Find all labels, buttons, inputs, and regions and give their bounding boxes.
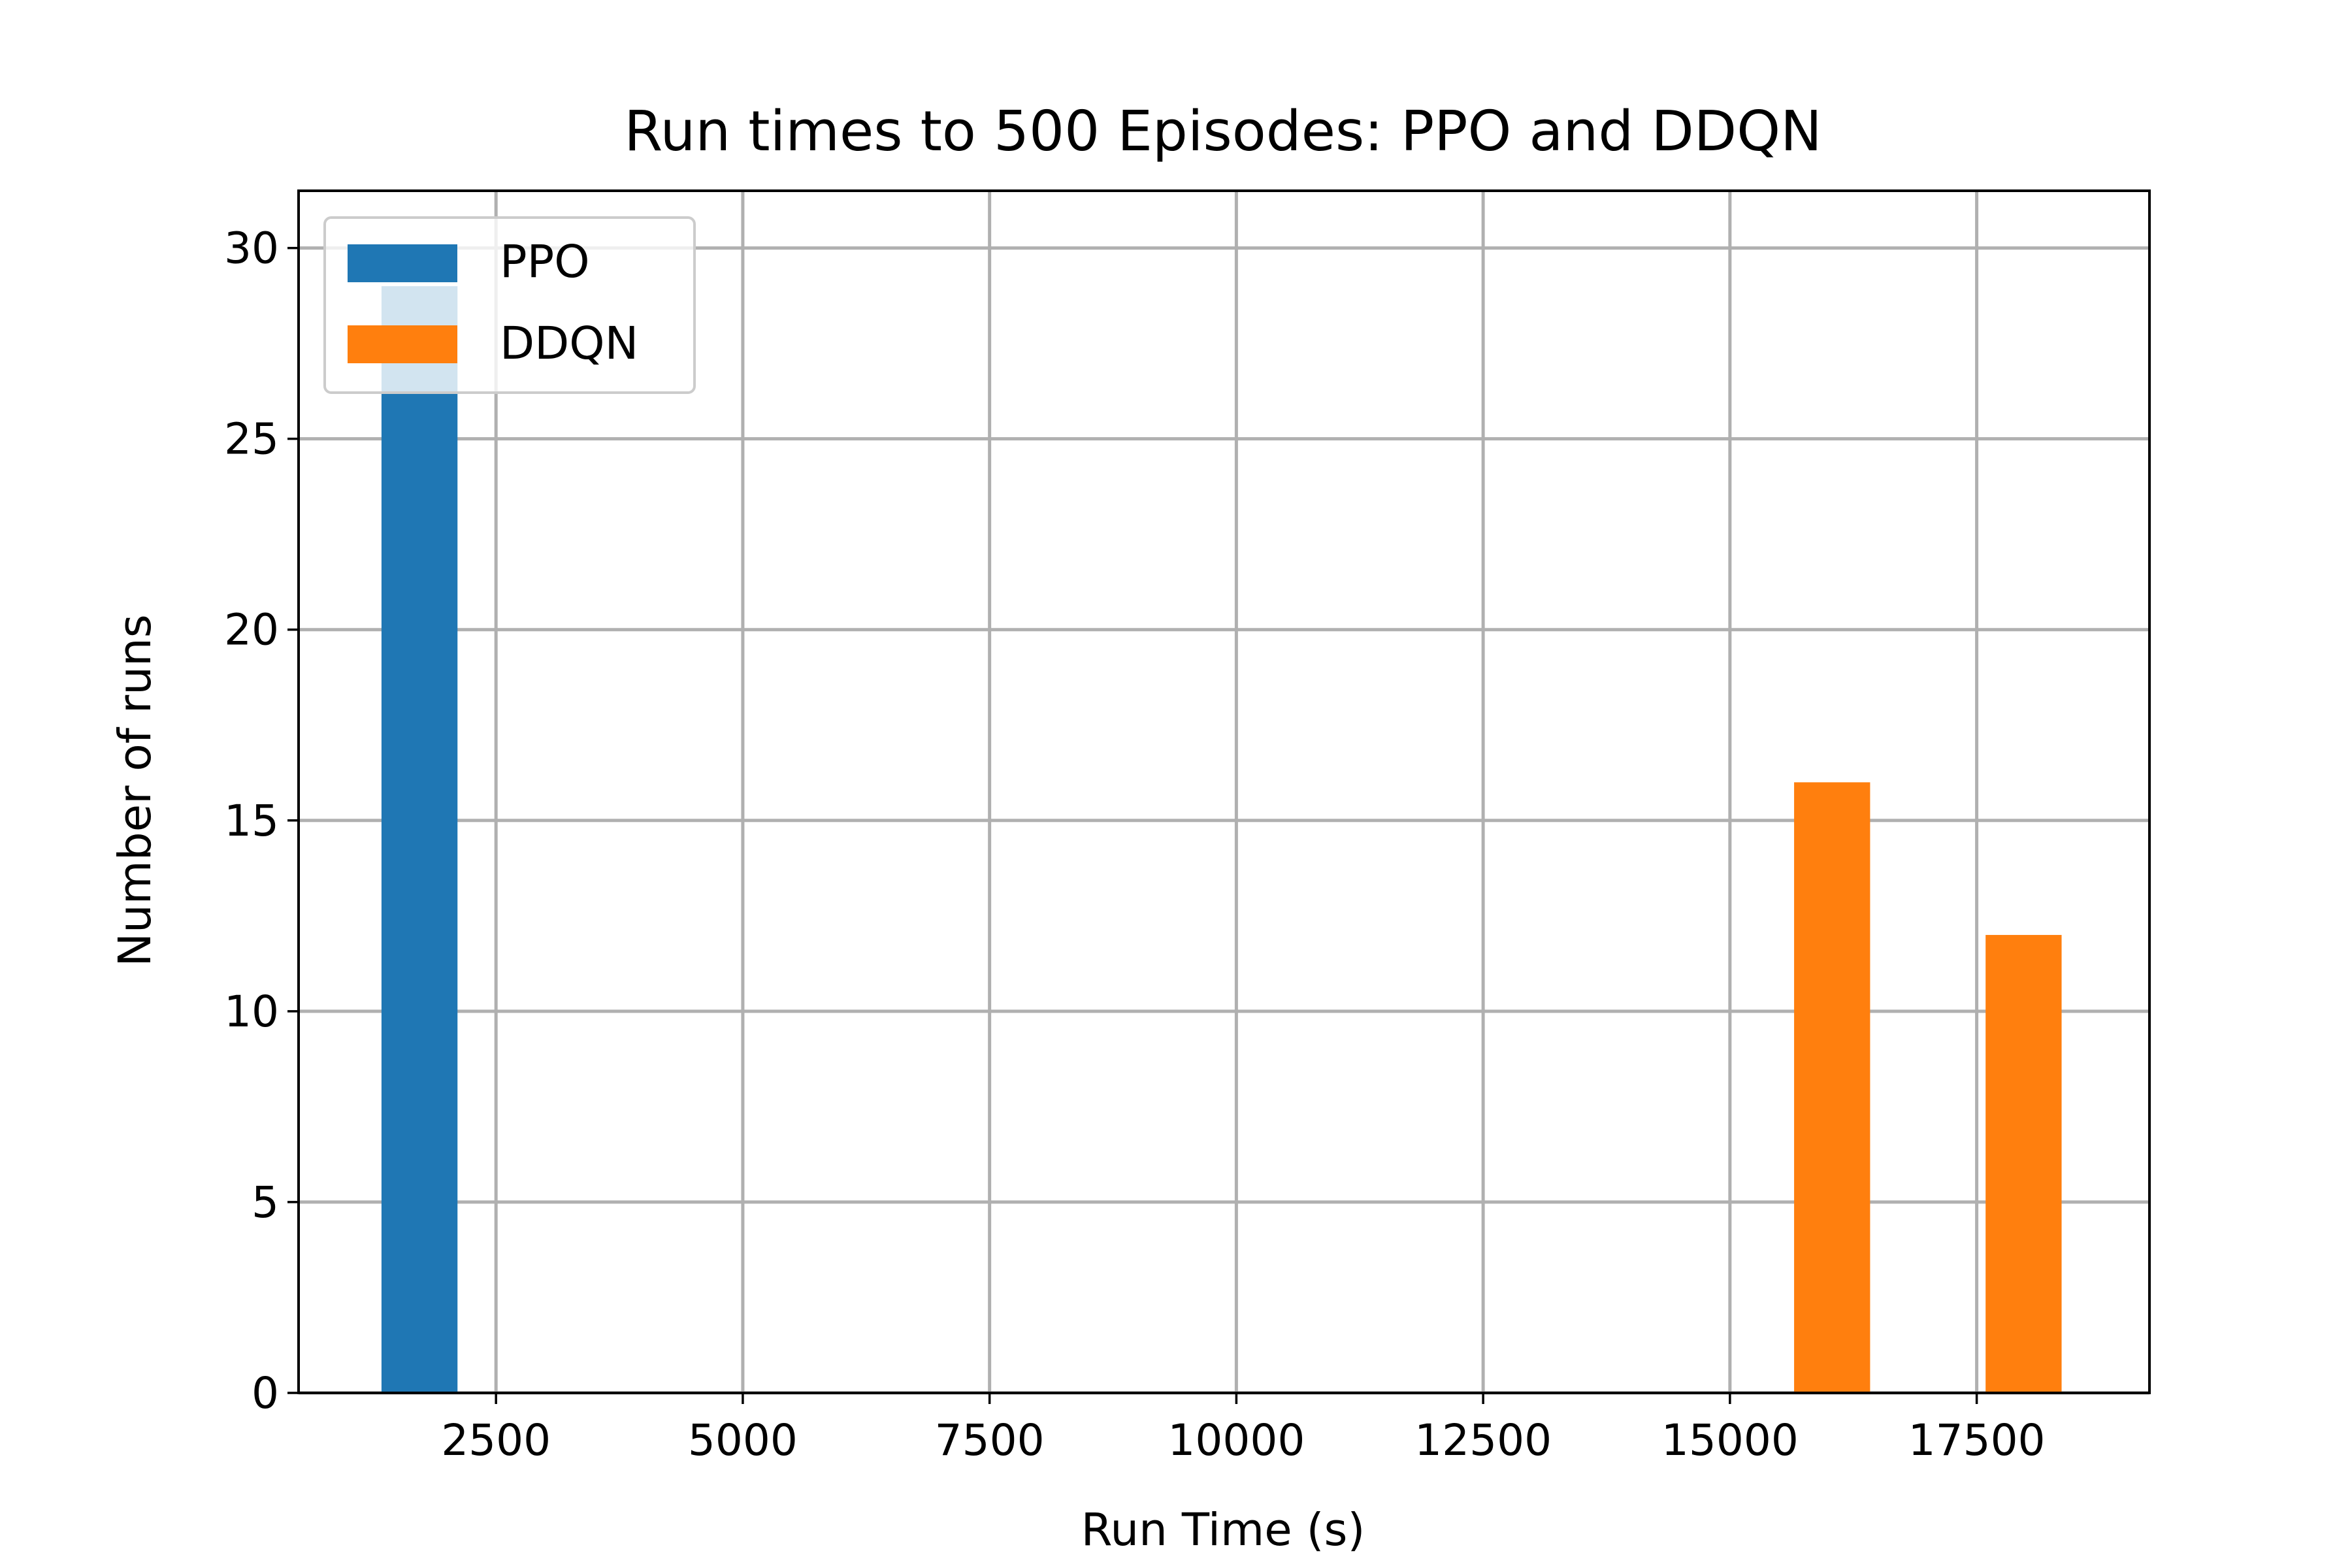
x-tick-label: 17500 (1908, 1415, 2046, 1465)
plot-area-frame (297, 189, 2151, 1394)
y-tick-label: 20 (224, 605, 279, 655)
y-tick-label: 30 (224, 223, 279, 274)
y-tick-label: 5 (252, 1177, 279, 1228)
legend: PPO DDQN (323, 216, 696, 394)
bar-ppo (381, 286, 458, 1393)
y-tick-label: 15 (224, 796, 279, 846)
bar-layer (381, 286, 2062, 1393)
legend-label-ddqn: DDQN (500, 318, 638, 370)
legend-label-ppo: PPO (500, 236, 590, 288)
y-tick-label: 0 (252, 1368, 279, 1418)
x-tick-label: 2500 (441, 1415, 551, 1465)
bar-ddqn (1985, 935, 2062, 1393)
x-tick-label: 7500 (935, 1415, 1045, 1465)
chart-title: Run times to 500 Episodes: PPO and DDQN (624, 99, 1821, 164)
x-axis-label: Run Time (s) (1081, 1504, 1365, 1556)
x-tick-label: 15000 (1661, 1415, 1799, 1465)
bar-ddqn (1794, 782, 1870, 1393)
y-axis-label: Number of runs (109, 614, 161, 966)
tick-layer: 2500 5000 7500 10000 12500 15000 17500 0 5 10 15 20… (224, 223, 2046, 1465)
legend-swatch-ppo (348, 244, 457, 282)
x-tick-label: 5000 (688, 1415, 798, 1465)
x-tick-label: 10000 (1168, 1415, 1305, 1465)
y-tick-label: 25 (224, 414, 279, 465)
y-tick-label: 10 (224, 987, 279, 1037)
x-tick-label: 12500 (1414, 1415, 1552, 1465)
legend-swatch-ddqn (348, 325, 457, 363)
